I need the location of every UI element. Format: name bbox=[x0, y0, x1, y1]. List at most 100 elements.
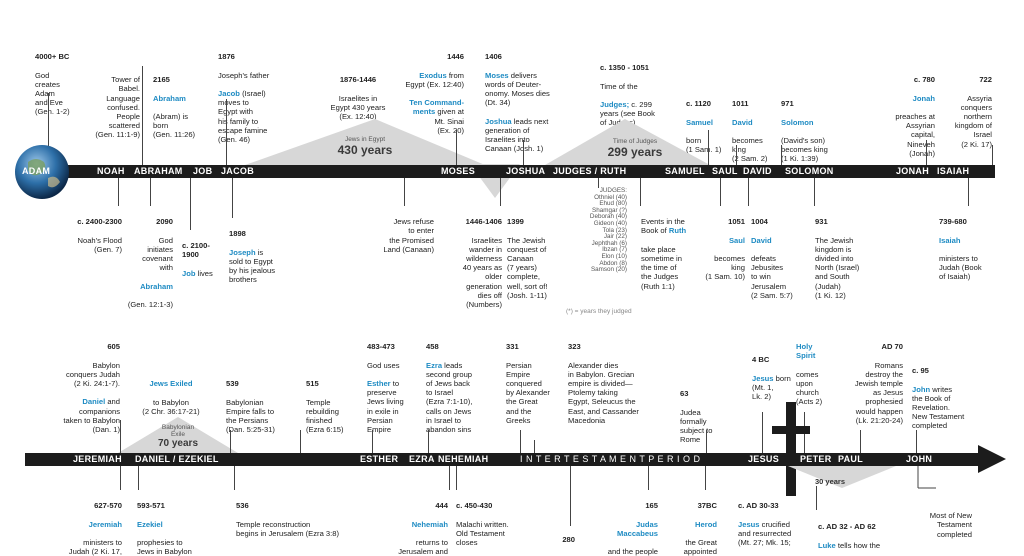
bar-label-daniel: DANIEL / EZEKIEL bbox=[135, 454, 219, 464]
tick bbox=[120, 420, 121, 453]
note-conquest: 1399 The Jewish conquest of Canaan (7 ye… bbox=[507, 217, 548, 300]
tick bbox=[456, 130, 457, 166]
tick bbox=[534, 440, 535, 453]
tick bbox=[814, 178, 815, 206]
arrow-head-icon bbox=[978, 445, 1006, 473]
note-jeremiah: 627-570 Jeremiah ministers to Judah (2 K… bbox=[68, 501, 122, 556]
timeline-bar-ot bbox=[25, 165, 995, 178]
note-flood: c. 2400-2300 Noah's Flood (Gen. 7) bbox=[77, 217, 122, 254]
judges-list: JUDGES: Othniel (40) Ehud (80) Shamgar (… bbox=[589, 187, 627, 274]
bar-labels-ot: ADAM NOAH ABRAHAM JOB JACOB MOSES JOSHUA… bbox=[0, 165, 1024, 178]
tick bbox=[520, 430, 521, 453]
judges-footnote: (*) = years they judged bbox=[566, 308, 632, 315]
note-alexander-dies: 323 Alexander dies in Babylon. Grecian e… bbox=[568, 342, 639, 425]
note-creation: 4000+ BC God creates Adam and Eve (Gen. … bbox=[35, 52, 70, 117]
note-ruth: Events in the Book of Ruth take place so… bbox=[641, 217, 687, 291]
note-jacob-egypt: 1876 Joseph's father Jacob (Israel) move… bbox=[218, 52, 270, 145]
note-crucifixion: c. AD 30-33 Jesus crucified and resurrec… bbox=[738, 501, 792, 548]
note-jonah: c. 780 Jonah preaches at Assyrian capita… bbox=[895, 75, 935, 158]
note-nt-completed: Most of New Testament completed bbox=[929, 511, 972, 539]
bar-label-adam: ADAM bbox=[22, 166, 51, 176]
note-joseph-sold: 1898 Joseph is sold to Egypt by his jeal… bbox=[229, 229, 276, 285]
note-wilderness: 1446-1406 Israelites wander in wildernes… bbox=[462, 217, 502, 310]
bar-label-david: DAVID bbox=[743, 166, 772, 176]
span-judges-label: Time of Judges 299 years bbox=[607, 138, 663, 159]
tick bbox=[598, 178, 599, 188]
note-revelation: c. 95 John writes the Book of Revelation… bbox=[912, 366, 965, 431]
bar-label-paul: PAUL bbox=[838, 454, 864, 464]
tick bbox=[640, 178, 641, 206]
note-judea-rome: 63 Judea formally subject to Rome bbox=[680, 389, 713, 445]
tick bbox=[428, 430, 429, 453]
bar-label-intertestament: I N T E R T E S T A M E N T P E R I O D bbox=[520, 454, 701, 464]
bar-label-nehemiah: NEHEMIAH bbox=[438, 454, 489, 464]
tick bbox=[230, 430, 231, 453]
tick bbox=[234, 466, 235, 490]
tick bbox=[705, 466, 706, 490]
tick bbox=[968, 178, 969, 206]
note-abraham-born: 2165 Abraham (Abram) is born (Gen. 11:26… bbox=[153, 75, 196, 140]
note-babel: Tower of Babel. Language confused. Peopl… bbox=[95, 75, 140, 140]
note-holy-spirit: Holy Spirit comes upon church (Acts 2) bbox=[796, 342, 823, 407]
tick bbox=[523, 140, 524, 166]
tick bbox=[138, 466, 139, 490]
span-egypt-triangle bbox=[245, 119, 485, 165]
tick bbox=[916, 430, 917, 453]
tick bbox=[500, 178, 501, 206]
note-jews-exiled: Jews Exiled to Babylon (2 Chr. 36:17-21) bbox=[142, 379, 200, 416]
span-judges-triangle bbox=[545, 119, 710, 165]
tick bbox=[118, 178, 119, 206]
note-babylon-conquers: 605 Babylon conquers Judah (2 Ki. 24:1-7… bbox=[63, 342, 120, 435]
bar-label-john: JOHN bbox=[906, 454, 933, 464]
tick bbox=[708, 130, 709, 166]
note-israelites-egypt: 1876-1446 Israelites in Egypt 430 years … bbox=[330, 75, 386, 122]
tick bbox=[404, 178, 405, 206]
note-luke: c. AD 32 - AD 62 Luke tells how the bbox=[818, 522, 881, 550]
tick bbox=[142, 66, 143, 166]
note-isaiah: 739-680 Isaiah ministers to Judah (Book … bbox=[939, 217, 982, 282]
note-solomon-king: 971 Solomon (David's son) becomes king (… bbox=[781, 99, 828, 164]
note-babylon-falls: 539 Babylonian Empire falls to the Persi… bbox=[226, 379, 275, 435]
bar-label-noah: NOAH bbox=[97, 166, 125, 176]
tick bbox=[48, 93, 49, 165]
note-malachi: c. 450-430 Malachi written. Old Testamen… bbox=[456, 501, 509, 548]
earth-icon bbox=[15, 145, 69, 199]
tick bbox=[748, 178, 749, 206]
note-deuteronomy: 1406 Moses delivers words of Deuter- ono… bbox=[485, 52, 550, 154]
tick bbox=[992, 145, 993, 166]
bar-label-esther: ESTHER bbox=[360, 454, 399, 464]
note-herod: 37BC Herod the Great appointed bbox=[683, 501, 717, 556]
bar-label-solomon: SOLOMON bbox=[785, 166, 834, 176]
bar-label-job: JOB bbox=[193, 166, 213, 176]
span-egypt-label: Jews in Egypt 430 years bbox=[337, 136, 393, 157]
span-exile-triangle bbox=[118, 417, 238, 453]
tick bbox=[150, 178, 151, 206]
tick bbox=[706, 430, 707, 453]
note-divided-kingdom: 931 The Jewish kingdom is divided into N… bbox=[815, 217, 860, 300]
note-280: 280 bbox=[562, 535, 575, 545]
tick bbox=[648, 466, 649, 490]
tick bbox=[926, 140, 927, 166]
bar-label-jeremiah: JEREMIAH bbox=[73, 454, 122, 464]
note-saul-king: 1051 Saul becomes king (1 Sam. 10) bbox=[705, 217, 745, 282]
tick bbox=[190, 178, 191, 230]
bar-label-jonah: JONAH bbox=[896, 166, 930, 176]
note-david-king: 1011 David becomes king (2 Sam. 2) bbox=[732, 99, 768, 164]
note-temple-finished: 515 Temple rebuilding finished (Ezra 6:1… bbox=[306, 379, 344, 435]
bar-label-saul: SAUL bbox=[712, 166, 738, 176]
note-ezra: 458 Ezra leads second group of Jews back… bbox=[426, 342, 473, 435]
note-alexander-conquers: 331 Persian Empire conquered by Alexande… bbox=[506, 342, 550, 425]
tick bbox=[226, 99, 227, 165]
bar-label-joshua: JOSHUA bbox=[506, 166, 546, 176]
bar-label-judges: JUDGES / RUTH bbox=[553, 166, 627, 176]
note-jesus-born: 4 BC Jesus born (Mt. 1, Lk. 2) bbox=[752, 355, 791, 402]
cross-icon bbox=[772, 402, 810, 496]
bar-label-isaiah: ISAIAH bbox=[937, 166, 970, 176]
tick bbox=[232, 178, 233, 218]
note-temple-begins: 536 Temple reconstruction begins in Jeru… bbox=[236, 501, 339, 538]
note-temple-destroyed: AD 70 Romans destroy the Jewish temple a… bbox=[854, 342, 903, 425]
tick bbox=[372, 430, 373, 453]
note-assyria: 722 Assyria conquers northern kingdom of… bbox=[954, 75, 992, 149]
note-nehemiah: 444 Nehemiah returns to Jerusalem and bbox=[398, 501, 448, 556]
tick bbox=[860, 430, 861, 453]
